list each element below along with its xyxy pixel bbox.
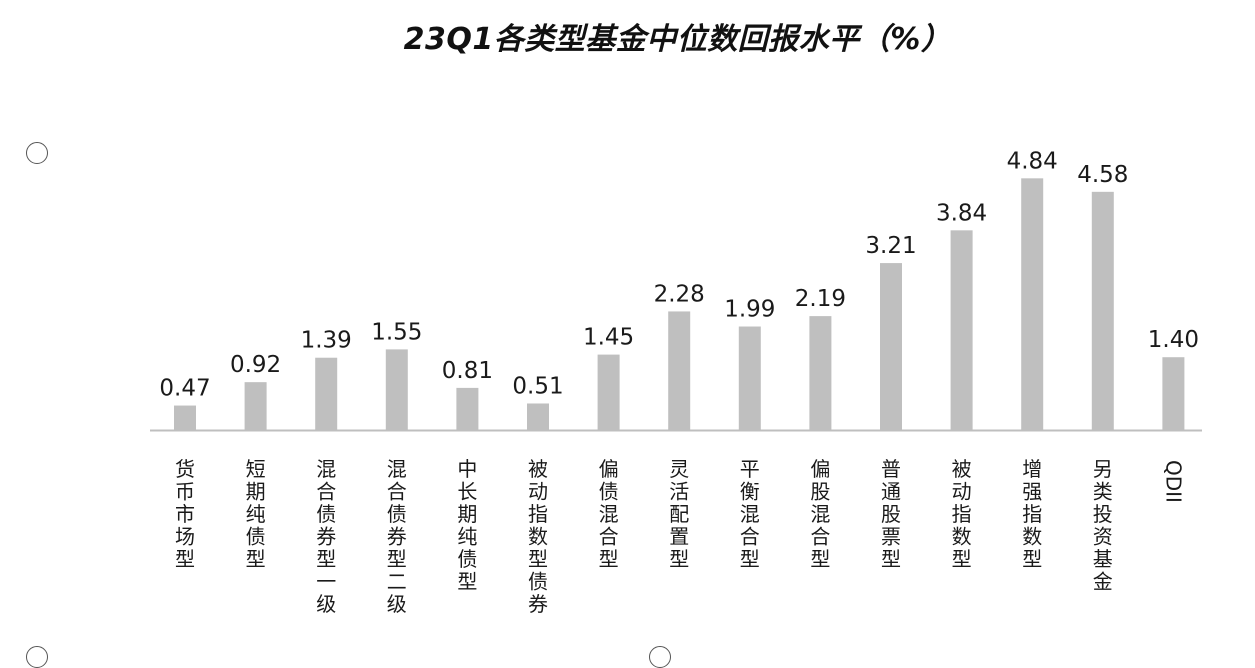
category-label: 混合债券型一级 bbox=[316, 457, 336, 616]
category-label: 偏债混合型 bbox=[599, 457, 619, 571]
data-label: 0.51 bbox=[512, 373, 563, 399]
bar bbox=[738, 326, 761, 430]
category-label: 中长期纯债型 bbox=[457, 457, 477, 594]
category-label: 短期纯债型 bbox=[246, 457, 266, 571]
data-label: 0.92 bbox=[230, 352, 281, 378]
category-label: 普通股票型 bbox=[881, 457, 901, 571]
data-label: 4.84 bbox=[1007, 148, 1058, 174]
data-label: 2.19 bbox=[795, 286, 846, 312]
bar bbox=[174, 405, 196, 430]
category-label: 偏股混合型 bbox=[810, 457, 830, 571]
data-label: 4.58 bbox=[1077, 162, 1128, 188]
category-label: 货币市场型 bbox=[175, 457, 195, 571]
radio-button[interactable] bbox=[26, 142, 48, 164]
bar bbox=[244, 382, 267, 430]
category-label: 灵活配置型 bbox=[669, 457, 689, 571]
category-label: QDII bbox=[1161, 460, 1185, 503]
bar bbox=[809, 316, 832, 430]
bar bbox=[880, 263, 902, 430]
category-label: 平衡混合型 bbox=[740, 457, 760, 571]
data-label: 1.55 bbox=[371, 319, 422, 345]
bar bbox=[1021, 178, 1044, 430]
bar bbox=[597, 354, 620, 430]
bar bbox=[456, 387, 479, 430]
bar bbox=[385, 349, 408, 430]
data-label: 1.39 bbox=[301, 328, 352, 354]
bar bbox=[950, 230, 973, 430]
bar bbox=[315, 357, 338, 430]
category-label: 被动指数型 bbox=[952, 457, 972, 571]
category-label: 另类投资基金 bbox=[1093, 457, 1113, 594]
bar bbox=[1162, 357, 1185, 430]
data-label: 3.84 bbox=[936, 200, 987, 226]
data-label: 2.28 bbox=[654, 281, 705, 307]
category-label: 增强指数型 bbox=[1022, 457, 1042, 571]
data-label: 0.47 bbox=[159, 376, 210, 402]
data-label: 0.81 bbox=[442, 358, 493, 384]
bar bbox=[527, 403, 549, 430]
category-label: 混合债券型二级 bbox=[387, 457, 407, 616]
chart-title: 23Q1各类型基金中位数回报水平（%） bbox=[403, 22, 952, 57]
category-label: 被动指数型债券 bbox=[528, 457, 548, 616]
data-label: 1.99 bbox=[724, 297, 775, 323]
bar bbox=[1091, 191, 1114, 430]
bar bbox=[668, 311, 691, 430]
data-label: 1.40 bbox=[1148, 327, 1199, 353]
data-label: 1.45 bbox=[583, 325, 634, 351]
data-label: 3.21 bbox=[865, 233, 916, 259]
